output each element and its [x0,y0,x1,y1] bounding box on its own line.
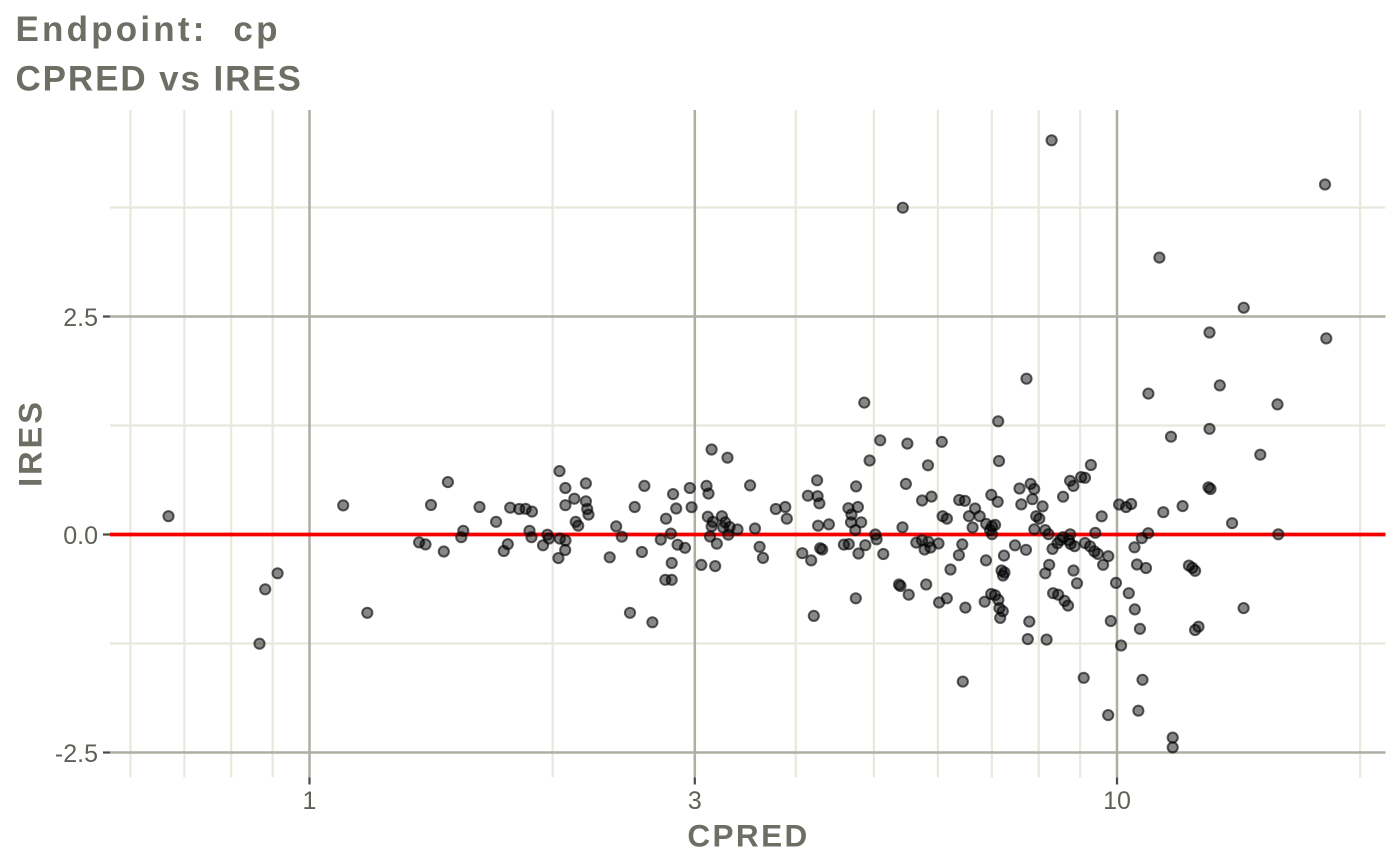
svg-text:3: 3 [688,787,702,815]
svg-text:-2.5: -2.5 [55,740,98,768]
svg-text:CPRED: CPRED [687,818,809,854]
svg-text:Endpoint: cp: Endpoint: cp [16,10,281,49]
svg-text:1: 1 [303,787,317,815]
svg-text:0.0: 0.0 [63,522,98,550]
svg-text:10: 10 [1103,787,1131,815]
svg-text:IRES: IRES [13,399,49,487]
svg-text:2.5: 2.5 [63,304,98,332]
svg-text:CPRED vs IRES: CPRED vs IRES [16,60,303,99]
